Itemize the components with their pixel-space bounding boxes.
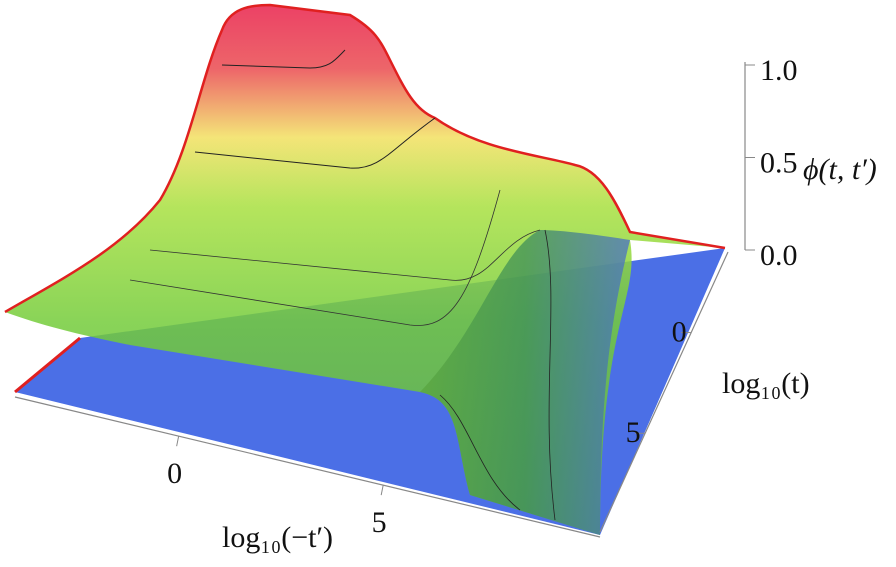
surface-cliff [420, 230, 630, 535]
z-tick-label: 0.5 [760, 146, 798, 179]
surface [4, 3, 726, 535]
y-tick-label: 0 [672, 315, 687, 348]
x-tick-label: 5 [372, 506, 387, 539]
contour [149, 229, 541, 281]
x-axis [14, 396, 601, 538]
y-tick-label: 5 [626, 416, 641, 449]
contour [439, 229, 556, 521]
y-axis-label: log₁₀(t) [722, 367, 810, 400]
contour [129, 189, 501, 326]
contour [221, 49, 346, 69]
z-tick-label: 1.0 [760, 54, 798, 87]
x-axis-label: log₁₀(−t′) [222, 521, 333, 554]
contour [194, 117, 436, 169]
base-edge [14, 336, 81, 394]
y-axis [599, 251, 729, 533]
x-tick [176, 436, 180, 447]
x-tick-label: 0 [167, 457, 182, 490]
x-tick [380, 485, 384, 496]
z-tick-label: 0.0 [760, 239, 798, 272]
surface-edge [4, 3, 726, 314]
z-axis-label: ϕ(t, t′) [803, 153, 877, 186]
